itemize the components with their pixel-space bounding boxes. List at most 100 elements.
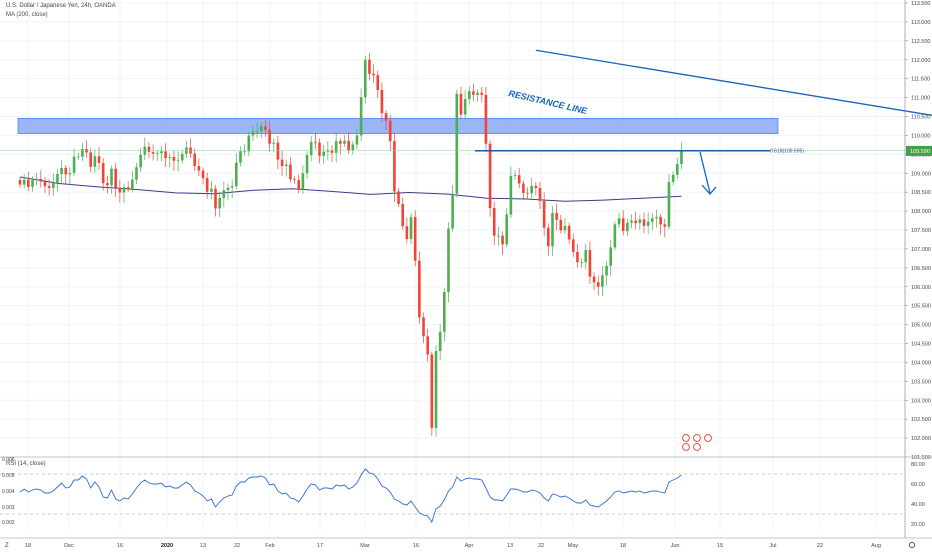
- x-tick-label: 22: [234, 543, 240, 549]
- candle-body: [655, 217, 658, 219]
- grid-layer: [0, 0, 905, 530]
- candle-body: [172, 156, 176, 161]
- rsi-left-tick-label: 0.002: [2, 520, 15, 526]
- x-axis-bg: [0, 538, 932, 551]
- candle-body: [347, 140, 350, 151]
- rsi-tick-label: 60.00: [911, 482, 925, 488]
- rsi-legend[interactable]: RSI (14, close): [6, 461, 46, 467]
- candle-body: [259, 126, 263, 132]
- candle-body: [272, 142, 276, 144]
- y-tick-label: 105.500: [911, 304, 931, 310]
- candle-body: [101, 163, 105, 184]
- candle-body: [264, 126, 267, 130]
- moving-average-layer: [19, 176, 682, 202]
- candle-body: [576, 251, 579, 263]
- candle-body: [555, 212, 558, 220]
- candle-body: [343, 140, 346, 144]
- candle-body: [35, 178, 38, 181]
- candle-body: [31, 180, 34, 187]
- resistance-line: [535, 49, 932, 117]
- x-tick-label: 2020: [161, 543, 173, 549]
- candle-body: [122, 187, 126, 193]
- economic-event-icon: [693, 434, 701, 442]
- candle-body: [60, 167, 63, 175]
- candle-body: [318, 142, 321, 156]
- candle-body: [235, 162, 238, 187]
- candle-body: [247, 135, 251, 152]
- hud-layer: [682, 434, 712, 451]
- candle-body: [56, 174, 59, 183]
- y-tick-label: 109.000: [911, 171, 931, 177]
- candle-body: [547, 227, 550, 247]
- candle-body: [218, 197, 221, 209]
- candle-body: [530, 185, 533, 194]
- candle-body: [230, 186, 234, 188]
- candle-body: [605, 265, 608, 276]
- economic-event-icon: [682, 443, 690, 451]
- gear-icon[interactable]: [908, 541, 916, 549]
- candle-body: [110, 168, 113, 186]
- candle-body: [47, 186, 51, 189]
- economic-event-icon: [704, 434, 712, 442]
- candle-body: [671, 174, 675, 182]
- candle-body: [459, 93, 463, 115]
- candle-body: [64, 167, 68, 175]
- x-tick-label: Feb: [265, 543, 274, 549]
- candle-body: [93, 156, 97, 167]
- x-tick-label: Aug: [871, 543, 881, 549]
- resistance-line-label[interactable]: RESISTANCE LINE: [508, 88, 590, 116]
- candle-body: [418, 260, 421, 318]
- candle-body: [538, 188, 542, 201]
- candle-body: [118, 187, 122, 193]
- rsi-layer: [0, 468, 905, 524]
- y-tick-label: 104.500: [911, 342, 931, 348]
- candle-body: [393, 141, 396, 192]
- y-tick-label: 107.500: [911, 228, 931, 234]
- candle-body: [334, 141, 338, 153]
- candle-body: [484, 94, 488, 144]
- candle-body: [339, 141, 342, 144]
- candle-body: [588, 250, 592, 277]
- candle-body: [551, 212, 554, 247]
- candle-body: [164, 151, 167, 159]
- candle-body: [509, 175, 513, 215]
- y-tick-label: 111.500: [911, 77, 930, 83]
- candle-body: [505, 214, 509, 245]
- ma-legend[interactable]: MA (200, close): [6, 12, 48, 18]
- y-tick-label: 112.500: [911, 39, 930, 45]
- y-tick-label: 111.000: [911, 96, 930, 102]
- candle-body: [401, 203, 405, 227]
- candle-body: [314, 141, 317, 143]
- zoom-icon[interactable]: Z: [5, 543, 9, 549]
- candle-body: [601, 275, 604, 287]
- candle-body: [501, 235, 504, 245]
- y-tick-label: 103.500: [911, 379, 931, 385]
- x-tick-label: 18: [25, 543, 31, 549]
- candle-body: [522, 183, 525, 193]
- candle-body: [613, 224, 617, 248]
- candle-body: [680, 150, 683, 165]
- candle-body: [226, 187, 230, 191]
- chart-title[interactable]: U.S. Dollar / Japanese Yen, 24h, OANDA: [6, 3, 116, 9]
- y-tick-label: 102.500: [911, 417, 931, 423]
- candle-body: [517, 175, 521, 184]
- candle-body: [106, 183, 109, 186]
- candle-body: [201, 170, 205, 179]
- candle-body: [621, 218, 625, 232]
- rsi-left-tick-label: 0.004: [2, 489, 15, 495]
- candle-body: [659, 217, 662, 225]
- candle-body: [222, 190, 226, 198]
- candle-body: [193, 153, 197, 167]
- x-tick-label: 22: [538, 543, 544, 549]
- candle-body: [434, 351, 438, 428]
- candle-body: [526, 192, 529, 194]
- candle-body: [563, 225, 567, 231]
- y-tick-label: 108.000: [911, 209, 931, 215]
- candle-body: [580, 262, 583, 263]
- candle-body: [376, 75, 380, 91]
- x-tick-label: Apr: [465, 543, 474, 549]
- y-tick-label: 106.000: [911, 285, 931, 291]
